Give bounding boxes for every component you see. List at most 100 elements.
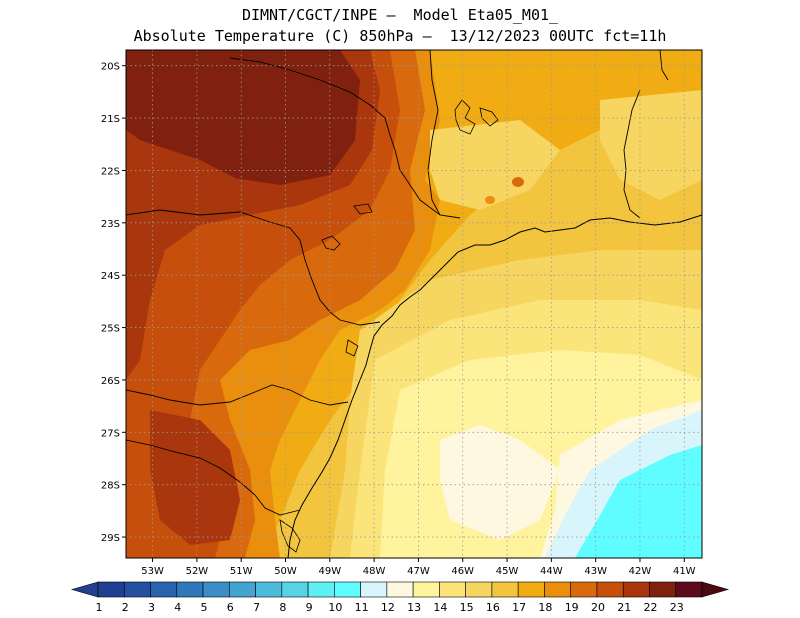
temperature-field-15-north <box>430 120 560 210</box>
lon-label: 50W <box>274 566 297 577</box>
lon-label: 43W <box>584 566 607 577</box>
lat-label: 24S <box>101 271 120 282</box>
lon-label: 46W <box>451 566 474 577</box>
temperature-field-21-south <box>150 410 240 545</box>
colorbar-label: 11 <box>355 601 369 614</box>
colorbar-swatch <box>544 581 571 598</box>
map-subtitle: Absolute Temperature (C) 850hPa – 13/12/… <box>133 27 667 45</box>
lon-label: 51W <box>230 566 253 577</box>
plot-frame <box>125 49 703 559</box>
reservoir <box>479 107 499 127</box>
colorbar-label: 12 <box>381 601 395 614</box>
lat-label: 25S <box>101 324 120 335</box>
colorbar-swatch <box>386 581 414 598</box>
colorbar-swatch <box>622 581 650 598</box>
colorbar-swatch <box>570 581 598 598</box>
lagoon <box>279 519 301 553</box>
lon-label: 53W <box>141 566 164 577</box>
lon-label: 45W <box>496 566 519 577</box>
colorbar-swatch <box>439 581 466 598</box>
graticule <box>126 50 702 558</box>
colorbar-label: 2 <box>122 601 129 614</box>
colorbar-label: 20 <box>591 601 605 614</box>
colorbar-swatch <box>596 581 624 598</box>
state-border <box>623 89 641 219</box>
lat-label: 28S <box>101 481 120 492</box>
colorbar-swatch <box>649 581 677 598</box>
colorbar-swatch <box>176 581 204 598</box>
colorbar-label: 8 <box>279 601 286 614</box>
state-border <box>126 209 381 326</box>
colorbar-label: 17 <box>512 601 526 614</box>
colorbar-swatch <box>229 581 256 598</box>
warm-spot <box>512 177 524 187</box>
lat-label: 20S <box>101 62 120 73</box>
lat-label: 26S <box>101 376 120 387</box>
colorbar: 1 2 3 4 5 6 7 8 9 10 11 12 13 14 15 16 17 18 19 20 21 22 23 <box>70 581 730 614</box>
colorbar-label: 9 <box>306 601 313 614</box>
lat-label: 27S <box>101 428 120 439</box>
colorbar-swatch <box>517 581 545 598</box>
colorbar-high-arrow <box>701 581 730 598</box>
reservoir <box>321 235 341 251</box>
colorbar-swatch <box>412 581 440 598</box>
colorbar-swatch <box>202 581 230 598</box>
lon-label: 47W <box>407 566 430 577</box>
colorbar-label: 5 <box>201 601 208 614</box>
colorbar-label: 16 <box>486 601 500 614</box>
latitude-labels: 20S 21S 22S 23S 24S 25S 26S 27S 28S 29S <box>101 62 126 544</box>
lagoon <box>345 339 359 357</box>
state-border <box>126 439 301 516</box>
state-border <box>659 50 669 81</box>
colorbar-label: 14 <box>433 601 447 614</box>
lon-label: 44W <box>540 566 563 577</box>
colorbar-swatch <box>281 581 309 598</box>
longitude-labels: 53W 52W 51W 50W 49W 48W 47W 46W 45W 44W 43W 42W 41W <box>141 558 696 577</box>
colorbar-label: 4 <box>174 601 181 614</box>
state-border <box>229 57 461 219</box>
lon-label: 42W <box>629 566 652 577</box>
warm-spot <box>485 196 495 204</box>
lon-label: 49W <box>319 566 342 577</box>
colorbar-swatch <box>307 581 335 598</box>
colorbar-swatch <box>97 581 125 598</box>
colorbar-swatch <box>360 581 388 598</box>
colorbar-label: 10 <box>328 601 342 614</box>
map-title: DIMNT/CGCT/INPE – Model Eta05_M01_ <box>241 6 559 24</box>
colorbar-label: 23 <box>670 601 684 614</box>
colorbar-swatch <box>675 581 703 598</box>
colorbar-swatch <box>255 581 283 598</box>
colorbar-swatch <box>123 581 151 598</box>
colorbar-swatch <box>150 581 178 598</box>
colorbar-label: 13 <box>407 601 421 614</box>
colorbar-swatch <box>465 581 493 598</box>
lat-label: 21S <box>101 114 120 125</box>
lat-label: 29S <box>101 533 120 544</box>
colorbar-label: 7 <box>253 601 260 614</box>
colorbar-label: 22 <box>643 601 657 614</box>
colorbar-label: 19 <box>565 601 579 614</box>
state-border <box>126 384 349 406</box>
colorbar-swatch <box>491 581 519 598</box>
reservoir <box>454 99 476 135</box>
temperature-field-12-patch <box>440 425 560 540</box>
temperature-field-10 <box>575 445 702 558</box>
lat-label: 22S <box>101 166 120 177</box>
temperature-field-22 <box>126 50 360 185</box>
coastline <box>287 214 702 558</box>
colorbar-label: 18 <box>538 601 552 614</box>
reservoir <box>353 203 373 215</box>
colorbar-label: 15 <box>460 601 474 614</box>
state-border <box>427 50 441 216</box>
colorbar-label: 6 <box>227 601 234 614</box>
colorbar-label: 21 <box>617 601 631 614</box>
lon-label: 48W <box>363 566 386 577</box>
colorbar-label: 3 <box>148 601 155 614</box>
colorbar-label: 1 <box>96 601 103 614</box>
colorbar-swatch <box>334 581 361 598</box>
lon-label: 41W <box>673 566 696 577</box>
lon-label: 52W <box>186 566 209 577</box>
map-plot-area <box>126 50 702 558</box>
lat-label: 23S <box>101 219 120 230</box>
